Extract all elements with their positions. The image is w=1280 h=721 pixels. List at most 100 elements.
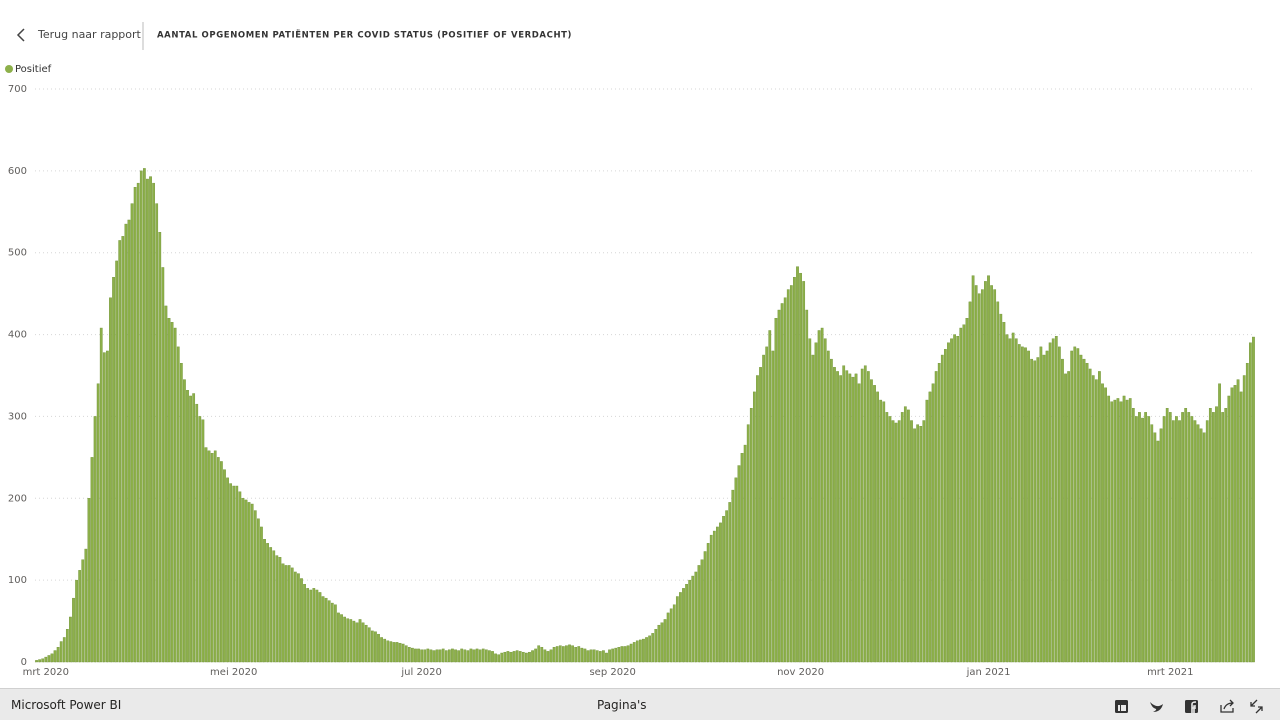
bar	[1181, 412, 1184, 663]
bar	[102, 352, 106, 663]
bar	[90, 457, 94, 663]
bar	[691, 575, 695, 663]
bar	[1196, 424, 1200, 663]
bar	[873, 385, 876, 663]
bar	[334, 604, 337, 663]
bar	[432, 650, 436, 663]
bar	[457, 650, 460, 663]
bar	[275, 555, 279, 663]
bar	[944, 349, 947, 663]
bar	[602, 650, 605, 663]
bar	[639, 639, 642, 663]
bar	[722, 516, 725, 663]
bar	[1017, 344, 1021, 663]
bar	[374, 631, 377, 663]
bar	[811, 354, 815, 663]
bar	[343, 616, 346, 663]
bar	[543, 649, 547, 663]
bar	[340, 614, 343, 663]
bar	[669, 608, 673, 663]
bar	[657, 624, 661, 663]
bar	[1079, 354, 1083, 663]
bar	[65, 629, 69, 663]
bar	[706, 543, 710, 663]
bar	[762, 354, 765, 663]
bar	[167, 318, 171, 663]
bar	[703, 551, 707, 663]
bar	[716, 526, 719, 663]
bar	[401, 643, 405, 663]
bar	[75, 579, 78, 663]
bar	[1088, 368, 1092, 663]
twitter-icon[interactable]	[1150, 702, 1163, 712]
bar	[1165, 408, 1169, 663]
bar	[170, 322, 174, 663]
bar	[990, 285, 993, 663]
bar	[284, 565, 288, 663]
bar	[127, 219, 131, 663]
bar	[346, 618, 350, 663]
bar	[361, 622, 365, 663]
bar	[47, 655, 51, 663]
bar	[53, 650, 57, 663]
bar	[115, 260, 119, 663]
bar	[568, 644, 571, 663]
bar	[947, 342, 950, 663]
y-tick-label: 700	[8, 84, 27, 95]
bar	[1042, 354, 1046, 663]
bar	[429, 649, 433, 663]
bar	[420, 649, 424, 663]
bar	[1005, 334, 1009, 663]
bar	[823, 338, 827, 663]
bar	[937, 363, 941, 663]
linkedin-icon[interactable]	[1115, 700, 1128, 713]
bar	[324, 597, 328, 663]
pages-button[interactable]: Pagina's	[597, 698, 647, 712]
bar	[1249, 342, 1252, 663]
bar	[201, 419, 205, 663]
bar	[1138, 412, 1141, 663]
share-icon[interactable]	[1220, 699, 1234, 713]
bar	[660, 622, 664, 663]
bar	[370, 630, 374, 663]
bar	[183, 379, 186, 663]
bar	[796, 266, 799, 663]
facebook-icon[interactable]	[1185, 700, 1198, 713]
bar	[189, 395, 192, 663]
back-link[interactable]: Terug naar rapport	[37, 28, 142, 41]
bar	[919, 426, 923, 663]
bar	[475, 648, 479, 663]
bar	[1064, 373, 1067, 663]
back-icon[interactable]	[16, 28, 25, 42]
bar	[337, 612, 340, 663]
y-tick-label: 600	[8, 166, 27, 177]
bar	[481, 648, 485, 663]
brand: Microsoft Power BI	[11, 698, 122, 712]
bar	[491, 651, 494, 663]
bar	[1175, 416, 1178, 663]
bar	[777, 309, 781, 663]
bar	[309, 589, 313, 663]
bar	[626, 645, 630, 663]
bar	[238, 491, 242, 663]
bar	[1135, 416, 1138, 663]
x-tick-label: nov 2020	[777, 667, 824, 678]
bar	[528, 651, 531, 663]
bar	[608, 649, 611, 663]
bar	[494, 653, 497, 663]
bar	[1252, 336, 1255, 663]
bar	[488, 650, 491, 663]
bar	[854, 373, 858, 663]
bar	[229, 483, 233, 663]
bar	[139, 170, 143, 663]
bar	[121, 236, 125, 663]
collapse-icon[interactable]	[1250, 699, 1263, 714]
bar	[247, 502, 251, 663]
bar	[1039, 346, 1043, 663]
bar	[136, 182, 140, 663]
bar	[913, 428, 916, 663]
bar	[1218, 383, 1221, 663]
bar	[112, 277, 115, 663]
bar	[540, 647, 544, 663]
legend-marker	[5, 65, 13, 73]
